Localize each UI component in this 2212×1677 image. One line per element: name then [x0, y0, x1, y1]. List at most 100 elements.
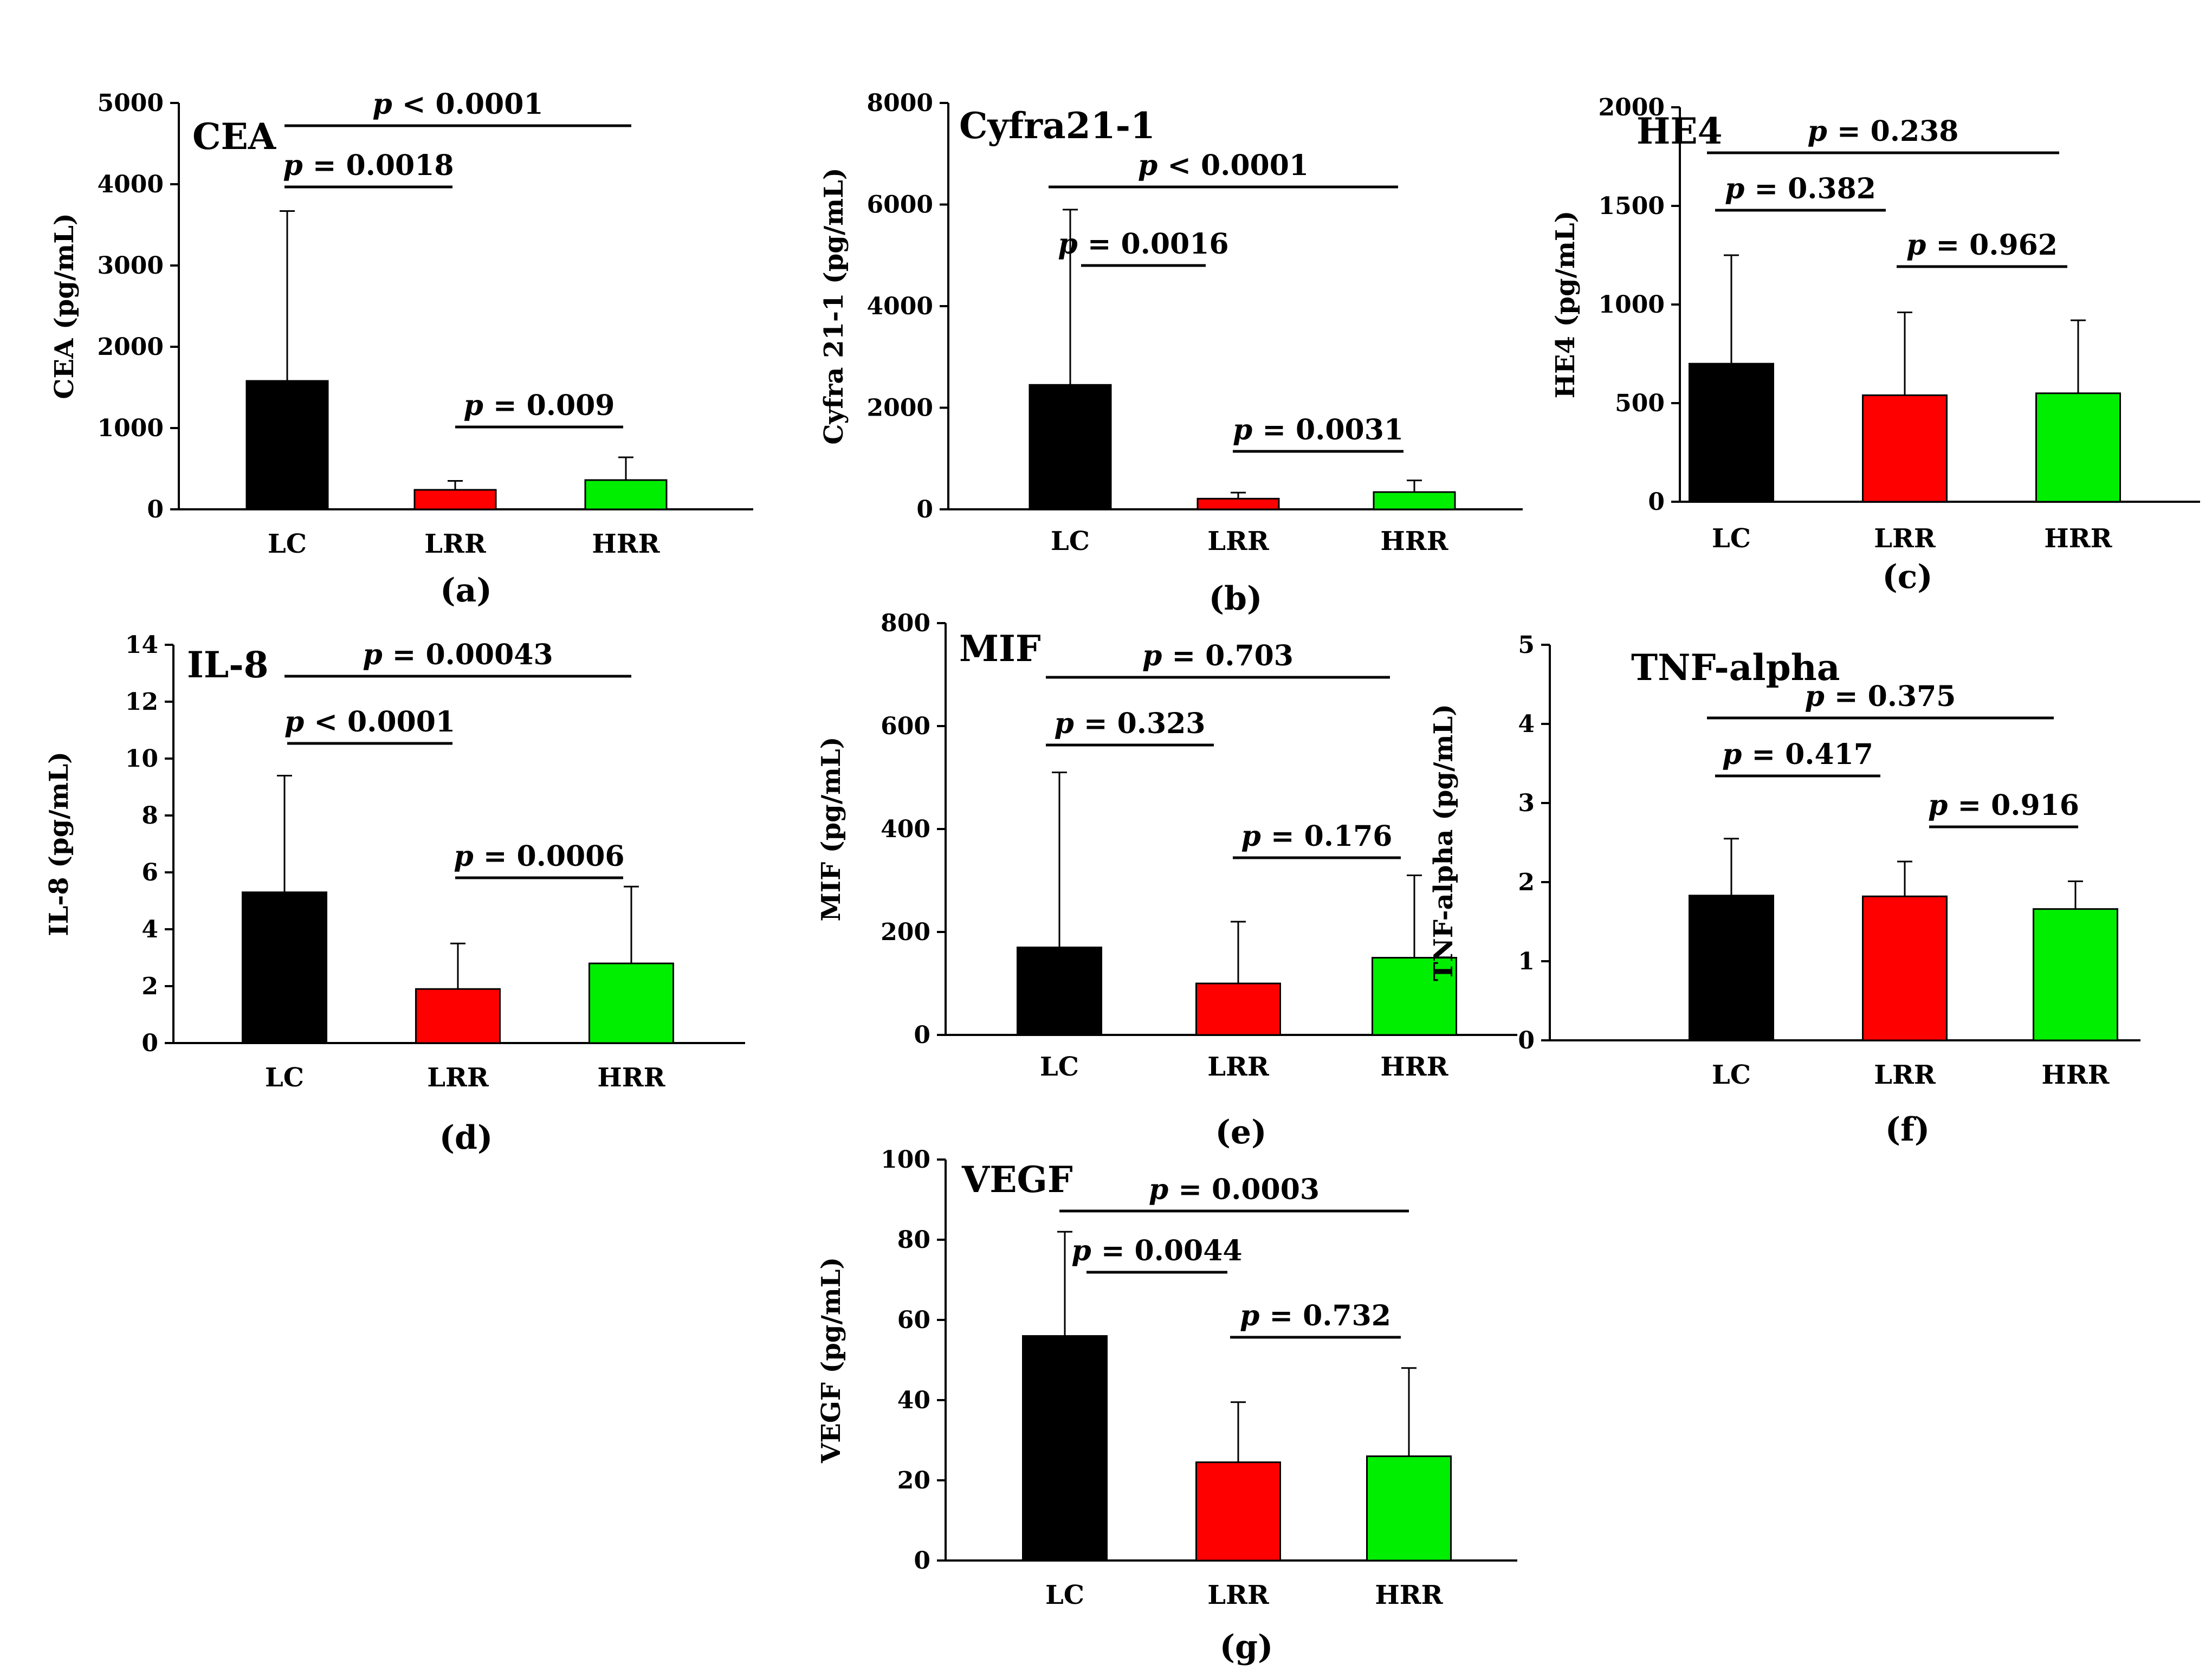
x-tick-label: LC [1712, 523, 1751, 554]
y-tick-label: 2 [141, 973, 158, 1000]
y-tick-label: 0 [141, 1029, 158, 1057]
y-tick-label: 1000 [1599, 291, 1665, 319]
y-tick-label: 5 [1518, 631, 1535, 659]
y-tick-label: 8 [141, 802, 158, 830]
p-value-label: p = 0.0006 [454, 840, 624, 873]
x-tick-label: LC [1051, 526, 1090, 556]
y-tick-label: 6 [141, 859, 158, 886]
bar-lrr [1862, 394, 1948, 503]
x-tick-label: HRR [597, 1063, 665, 1093]
y-tick-label: 0 [1518, 1027, 1535, 1054]
p-value-label: p = 0.732 [1240, 1299, 1391, 1332]
p-value-label: p = 0.176 [1241, 820, 1393, 853]
y-tick-label: 40 [897, 1387, 930, 1414]
y-axis-label: CEA (pg/mL) [49, 213, 80, 399]
bar-lc [1689, 895, 1774, 1041]
panel-title: IL-8 [187, 644, 269, 686]
p-value-label: p = 0.417 [1722, 738, 1873, 771]
y-axis-label: Cyfra 21-1 (pg/mL) [819, 167, 849, 444]
bar-hrr [1366, 1455, 1452, 1562]
y-tick-label: 400 [881, 815, 930, 843]
y-tick-label: 0 [914, 1021, 930, 1049]
bar-lrr [1195, 982, 1281, 1036]
bar-lc [1689, 362, 1774, 503]
y-tick-label: 2000 [867, 394, 933, 422]
x-tick-label: LC [1712, 1060, 1751, 1090]
y-axis-label: TNF-alpha (pg/mL) [1428, 704, 1459, 981]
y-tick-label: 2000 [98, 333, 164, 361]
y-tick-label: 0 [147, 496, 164, 523]
chart-panel-g: 0 20 40 60 80 100 VEGF (pg/mL) LC LRR HRR VEGF p = … [816, 1146, 1517, 1666]
panel-title: VEGF [961, 1158, 1073, 1201]
bar-lrr [413, 489, 497, 510]
bar-lc [242, 891, 327, 1044]
x-tick-label: HRR [2044, 523, 2112, 554]
x-tick-label: LRR [1874, 1060, 1936, 1090]
x-tick-label: HRR [592, 529, 660, 559]
y-tick-label: 0 [914, 1547, 930, 1575]
y-axis-label: VEGF (pg/mL) [816, 1257, 846, 1464]
x-tick-label: LRR [427, 1063, 489, 1093]
y-tick-label: 6000 [867, 191, 933, 219]
x-tick-label: LC [265, 1063, 304, 1093]
bar-hrr [2035, 392, 2121, 503]
panel-title: TNF-alpha [1631, 646, 1840, 689]
y-tick-label: 4 [141, 916, 158, 943]
y-tick-label: 4000 [98, 171, 164, 198]
y-tick-label: 3000 [98, 252, 164, 280]
panel-caption: (a) [440, 572, 492, 610]
y-tick-label: 2000 [1599, 94, 1665, 121]
panel-caption: (g) [1220, 1628, 1273, 1666]
x-tick-label: HRR [1375, 1580, 1443, 1610]
y-tick-label: 200 [881, 918, 930, 946]
x-tick-label: LRR [1207, 1052, 1270, 1082]
panel-caption: (f) [1885, 1111, 1930, 1149]
y-tick-label: 0 [1648, 488, 1665, 516]
x-tick-label: HRR [1380, 1052, 1448, 1082]
y-tick-label: 60 [897, 1306, 930, 1334]
p-value-label: p = 0.962 [1906, 229, 2058, 262]
y-tick-label: 12 [125, 688, 158, 716]
p-value-label: p = 0.703 [1142, 639, 1293, 672]
y-tick-label: 2 [1518, 869, 1535, 896]
bar-hrr [2033, 908, 2118, 1041]
panel-title: Cyfra21-1 [959, 105, 1155, 147]
x-tick-label: LRR [424, 529, 487, 559]
p-value-label: p < 0.0001 [284, 705, 455, 739]
p-value-label: p < 0.0001 [372, 88, 543, 121]
p-value-label: p = 0.0003 [1149, 1173, 1320, 1206]
x-tick-label: HRR [1380, 526, 1448, 556]
bar-lrr [1862, 895, 1948, 1041]
x-tick-label: LC [1040, 1052, 1079, 1082]
y-tick-label: 500 [1615, 390, 1665, 417]
chart-panel-e: 0 200 400 600 800 MIF (pg/mL) LC LRR HRR MIF p = 0… [816, 610, 1517, 1151]
y-tick-label: 8000 [867, 89, 933, 117]
y-axis-label: IL-8 (pg/mL) [44, 752, 74, 936]
bar-lrr [1195, 1461, 1281, 1562]
p-value-label: p = 0.009 [464, 389, 615, 422]
bar-lc [245, 380, 329, 510]
bar-hrr [584, 479, 668, 510]
p-value-label: p = 0.0018 [283, 149, 454, 182]
chart-panel-b: 0 2000 4000 6000 8000 Cyfra 21-1 (pg/mL) LC LRR… [819, 89, 1523, 618]
p-value-label: p = 0.00043 [363, 638, 553, 671]
p-value-label: p = 0.323 [1055, 707, 1206, 740]
x-tick-label: LRR [1207, 526, 1270, 556]
x-tick-label: LRR [1874, 523, 1936, 554]
y-tick-label: 1500 [1599, 192, 1665, 220]
bar-hrr [1373, 491, 1456, 510]
p-value-label: p = 0.916 [1928, 789, 2079, 822]
panel-title: HE4 [1637, 110, 1723, 152]
y-tick-label: 10 [125, 745, 158, 773]
p-value-label: p = 0.0016 [1058, 228, 1228, 261]
chart-panel-d: 0 2 4 6 8 10 12 14 IL-8 (pg/mL) LC LRR HRR IL-8 p = 0… [44, 631, 745, 1157]
p-value-label: p = 0.375 [1805, 680, 1956, 713]
y-tick-label: 14 [125, 631, 158, 659]
x-tick-label: LC [1045, 1580, 1084, 1610]
y-tick-label: 600 [881, 713, 930, 740]
y-tick-label: 3 [1518, 789, 1535, 817]
p-value-label: p = 0.0031 [1233, 413, 1403, 446]
